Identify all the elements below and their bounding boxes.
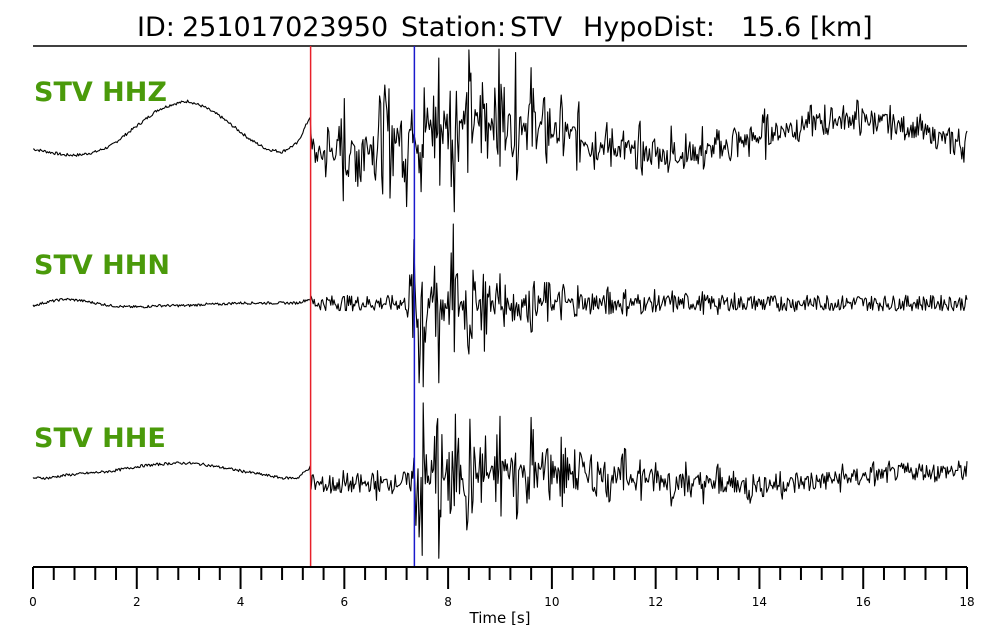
phase-picks bbox=[309, 46, 416, 567]
trace-label-hhz: STV HHZ bbox=[34, 77, 167, 108]
event-id-value: 251017023950 bbox=[182, 12, 388, 43]
tick-label: 10 bbox=[544, 595, 559, 609]
waveform-stv-hhz bbox=[33, 48, 968, 213]
station-value: STV bbox=[510, 12, 563, 43]
hypodist-label: HypoDist: bbox=[583, 12, 715, 43]
tick-label: 0 bbox=[29, 595, 37, 609]
waveform-stv-hhe bbox=[32, 402, 968, 559]
trace-label-hhe: STV HHE bbox=[34, 423, 166, 454]
tick-label: 12 bbox=[648, 595, 663, 609]
station-label: Station: bbox=[401, 12, 506, 43]
tick-label: 8 bbox=[444, 595, 452, 609]
time-axis-title: Time [s] bbox=[469, 609, 531, 627]
tick-label: 6 bbox=[341, 595, 349, 609]
tick-label: 18 bbox=[959, 595, 974, 609]
time-axis: 0 2 4 6 8 10 12 14 16 18 bbox=[29, 566, 975, 609]
tick-label: 2 bbox=[133, 595, 141, 609]
hypodist-value: 15.6 [km] bbox=[741, 12, 873, 43]
figure-header: ID: 251017023950 Station: STV HypoDist: … bbox=[33, 12, 967, 47]
tick-label: 14 bbox=[752, 595, 767, 609]
tick-label: 4 bbox=[237, 595, 245, 609]
trace-label-hhn: STV HHN bbox=[34, 250, 170, 281]
tick-label: 16 bbox=[856, 595, 871, 609]
event-id-label: ID: bbox=[137, 12, 175, 43]
waveform-traces bbox=[32, 48, 968, 559]
waveform-stv-hhn bbox=[32, 223, 968, 388]
